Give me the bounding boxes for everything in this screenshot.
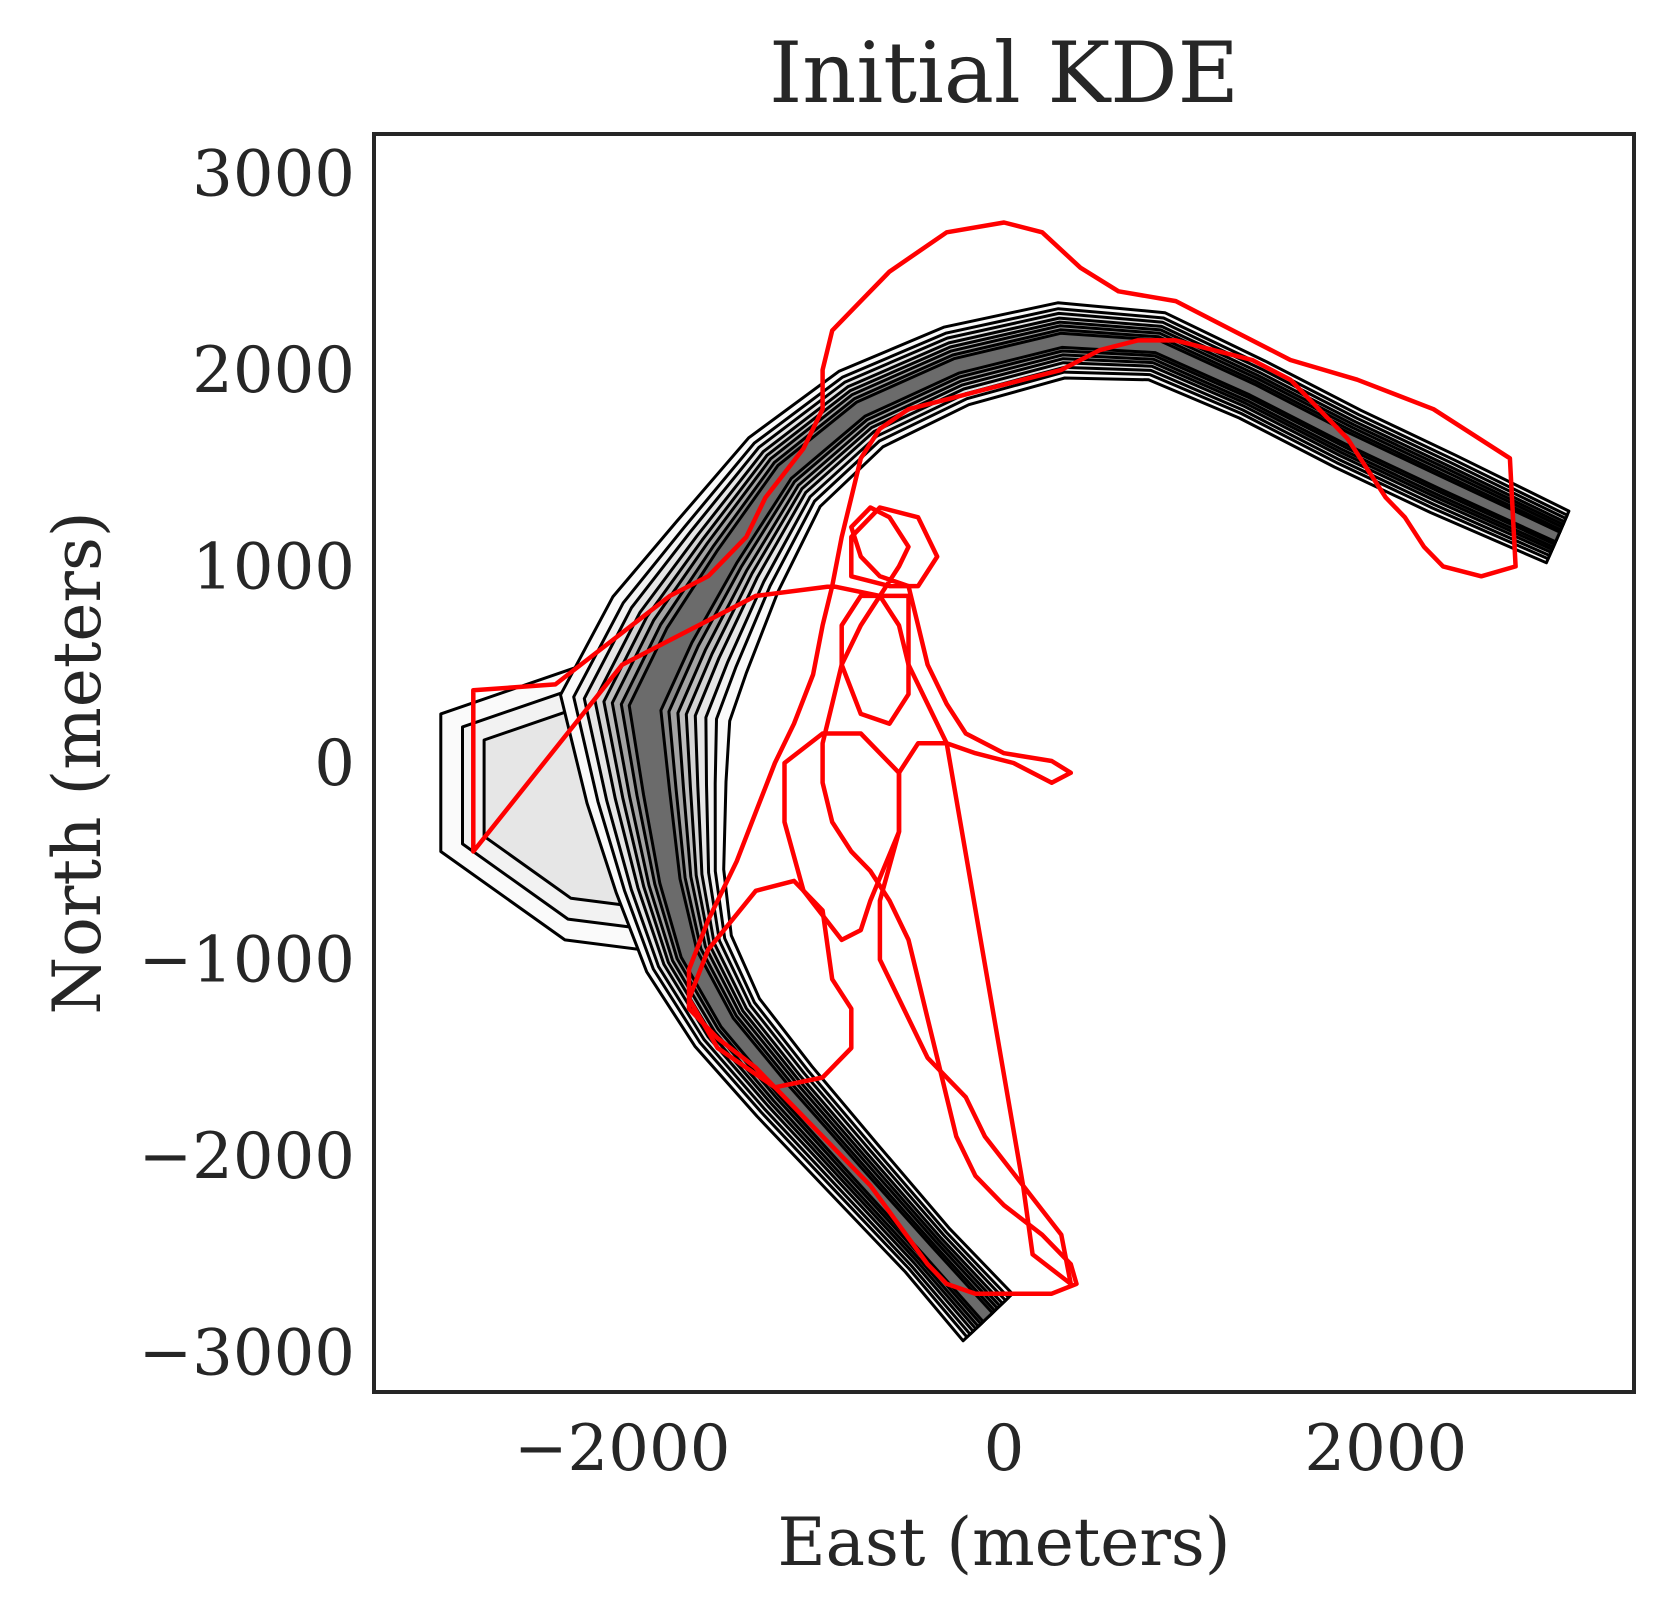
kde-contour-level [582, 311, 1568, 1336]
y-axis-ticks: −3000 −2000 −1000 0 1000 2000 3000 [139, 137, 356, 1390]
chart-title: Initial KDE [769, 24, 1239, 122]
y-tick-label: 2000 [192, 334, 355, 408]
boundary-polygon [471, 220, 1518, 1296]
boundary-polygon [849, 505, 940, 589]
plot-frame [372, 132, 1636, 1394]
y-tick-label: −3000 [139, 1317, 356, 1391]
x-tick-label: 2000 [1304, 1412, 1467, 1486]
boundary-polygon [877, 741, 1074, 1287]
boundary-polygon [839, 593, 911, 726]
y-tick-label: 0 [314, 727, 355, 801]
y-tick-label: 3000 [192, 137, 355, 211]
y-tick-label: −2000 [139, 1120, 356, 1194]
kde-contour-level [627, 331, 1562, 1324]
kde-contour-level [602, 320, 1565, 1331]
kde-contour-level [593, 316, 1566, 1333]
x-axis-ticks: −2000 0 2000 [514, 1412, 1467, 1486]
kde-contour-level [610, 324, 1564, 1328]
y-tick-label: −1000 [139, 924, 356, 998]
x-tick-label: 0 [984, 1412, 1025, 1486]
x-axis-label: East (meters) [777, 1504, 1230, 1581]
y-tick-label: 1000 [192, 530, 355, 604]
x-tick-label: −2000 [514, 1412, 731, 1486]
y-axis-label: North (meters) [39, 511, 116, 1014]
kde-contour-level [572, 307, 1569, 1339]
boundary-polygon [686, 878, 854, 1090]
boundary-polygons [471, 220, 1518, 1296]
kde-contour-level [619, 328, 1563, 1326]
